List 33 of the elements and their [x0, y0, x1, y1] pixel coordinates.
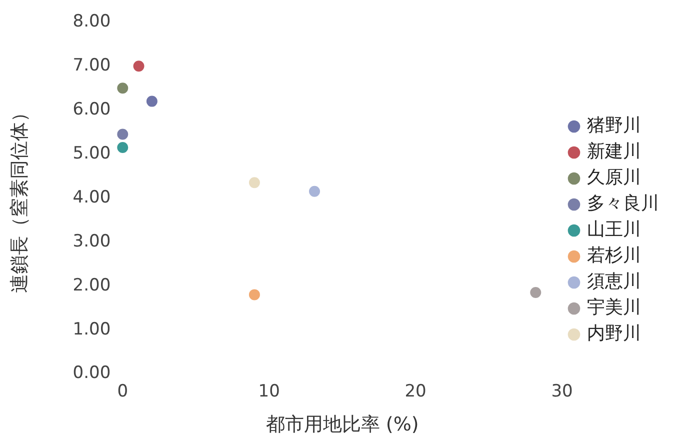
- y-tick-label: 8.00: [72, 12, 111, 32]
- y-tick-label: 3.00: [72, 231, 111, 252]
- point: [309, 186, 320, 197]
- point: [530, 286, 542, 298]
- x-tick-label: 20: [404, 381, 426, 402]
- y-tick-label: 5.00: [72, 143, 111, 164]
- point: [117, 82, 128, 94]
- legend-label: 久原川: [587, 167, 641, 188]
- y-tick-label: 7.00: [72, 56, 111, 76]
- legend-label: 新建川: [587, 141, 641, 162]
- legend-label: 須恵川: [587, 271, 641, 292]
- x-tick-label: 10: [258, 381, 280, 402]
- y-axis-title: 連鎖長（窒素同位体）: [8, 103, 30, 293]
- legend-label: 猪野川: [587, 115, 641, 136]
- legend-label: 若杉川: [587, 245, 641, 266]
- point: [133, 60, 144, 72]
- point: [248, 177, 260, 188]
- y-tick-label: 2.00: [72, 275, 111, 296]
- point: [117, 142, 128, 153]
- legend-label: 宇美川: [587, 297, 641, 318]
- legend-label: 多々良川: [587, 193, 659, 214]
- y-tick-label: 4.00: [72, 187, 111, 208]
- point: [117, 128, 128, 140]
- legend-label: 内野川: [587, 323, 641, 344]
- point: [248, 289, 260, 300]
- y-tick-label: 6.00: [72, 100, 111, 120]
- x-tick-label: 30: [551, 381, 573, 402]
- x-axis-title: 都市用地比率 (%): [266, 414, 419, 436]
- point: [146, 96, 158, 107]
- x-tick-label: 0: [117, 381, 128, 402]
- legend-label: 山王川: [587, 219, 641, 240]
- y-tick-label: 1.00: [72, 319, 111, 340]
- y-tick-label: 0.00: [72, 363, 111, 384]
